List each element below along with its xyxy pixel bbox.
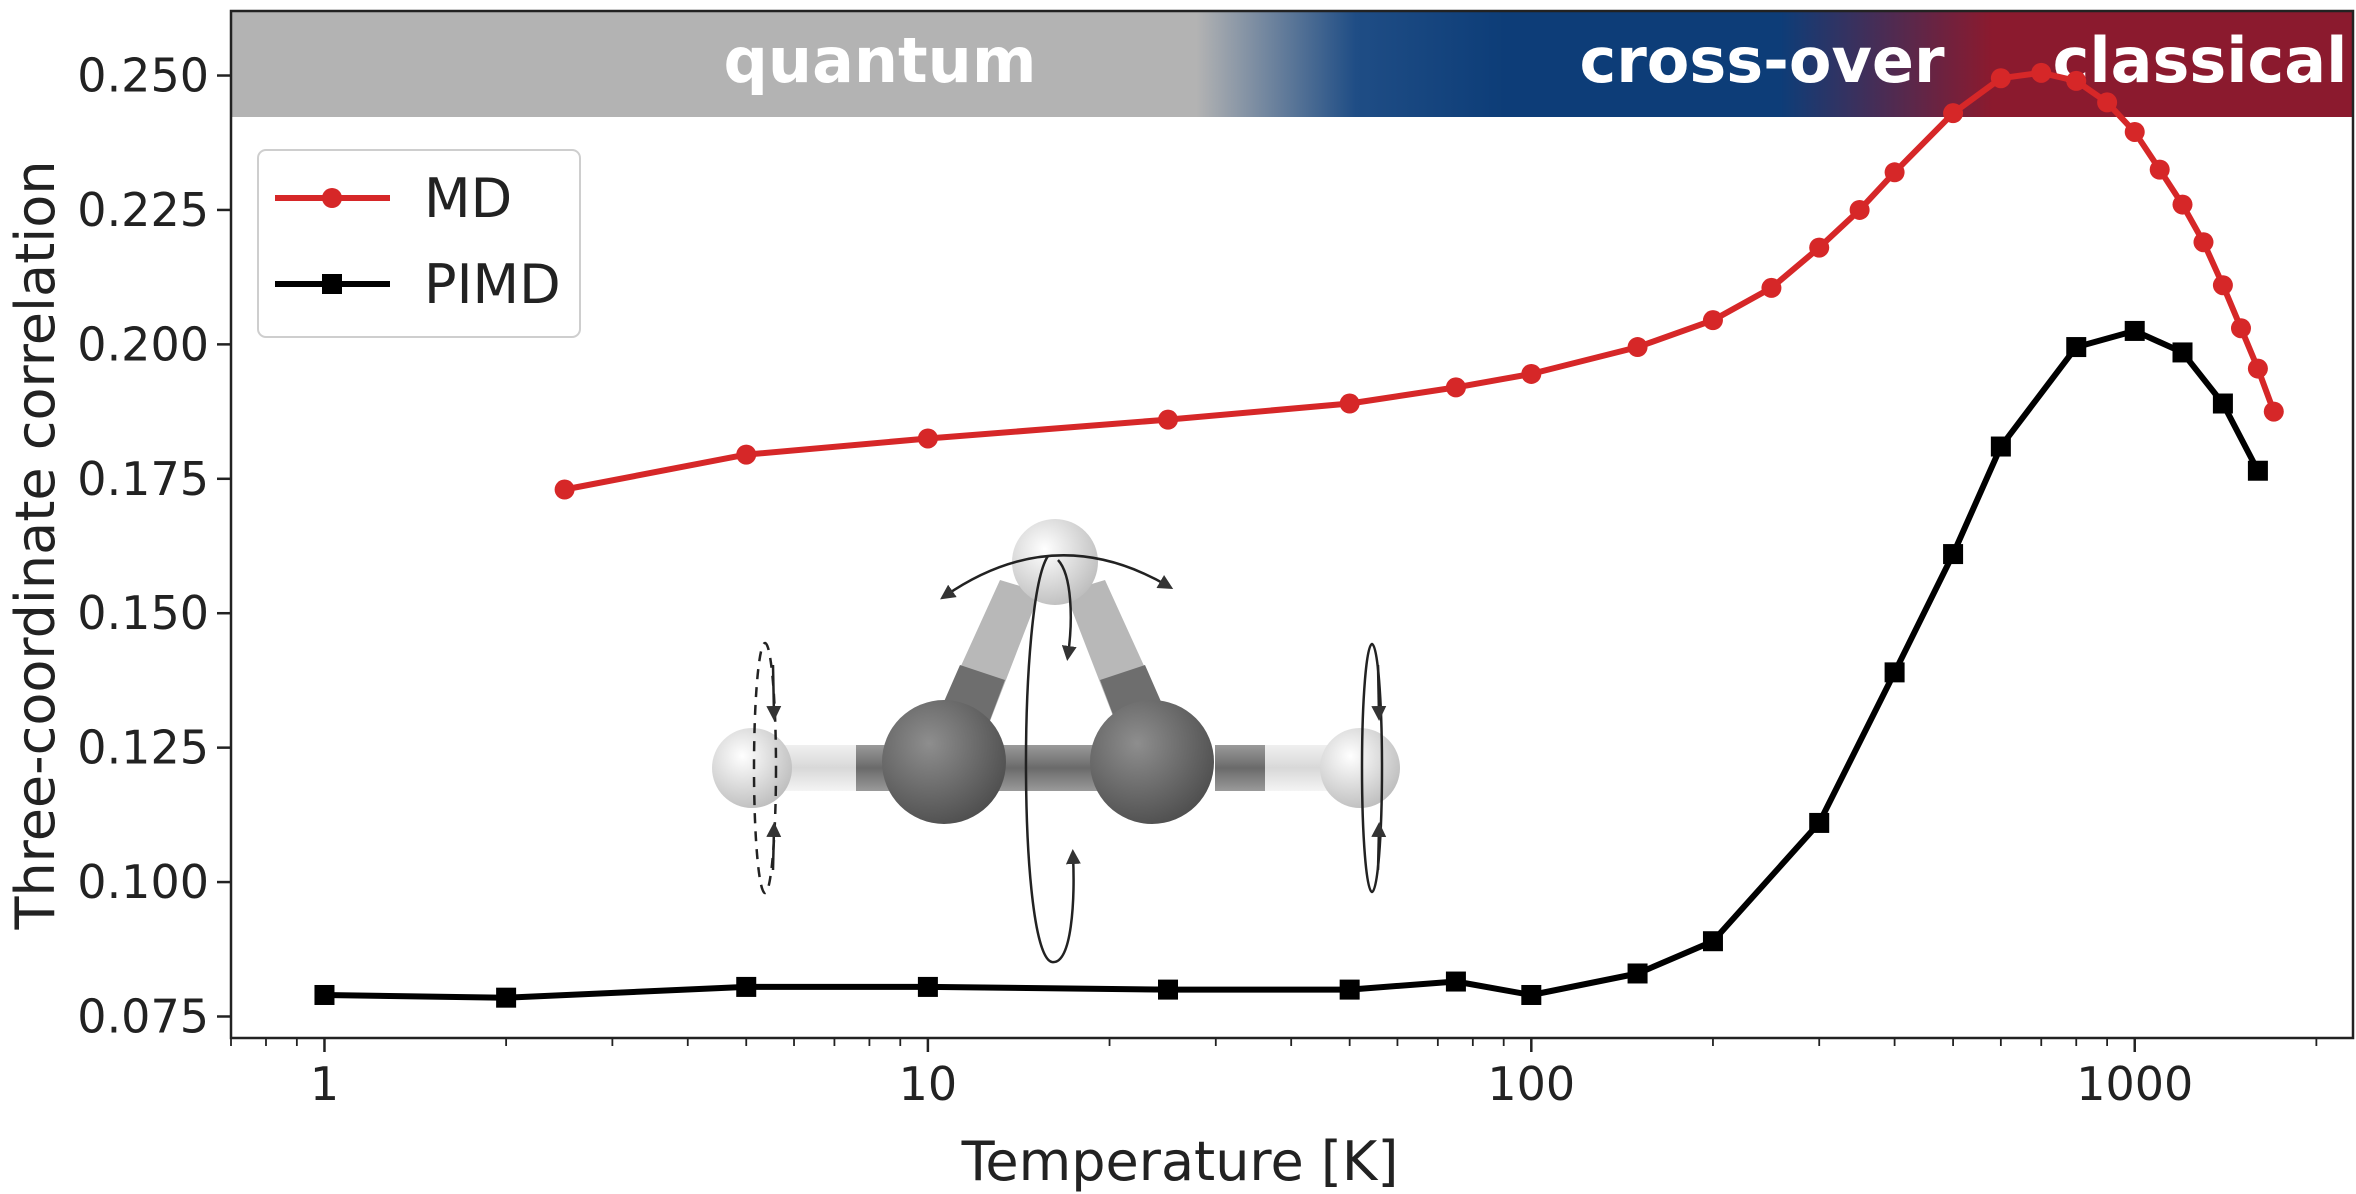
data-point-md xyxy=(2066,70,2087,91)
data-point-md xyxy=(1702,310,1723,331)
regime-label-quantum: quantum xyxy=(724,24,1037,97)
data-point-md xyxy=(1809,237,1830,258)
data-point-md xyxy=(2193,232,2214,253)
data-point-md xyxy=(2212,275,2233,296)
series-line-pimd xyxy=(324,327,2261,1001)
data-point-md xyxy=(1884,162,1905,183)
regime-label-classical: classical xyxy=(2053,24,2348,97)
data-point-pimd xyxy=(1702,931,1723,952)
data-point-pimd xyxy=(2212,393,2233,414)
x-axis-label: Temperature [K] xyxy=(961,1130,1399,1193)
series-md xyxy=(554,62,2284,500)
data-point-pimd xyxy=(1339,979,1360,1000)
y-tick-label: 0.075 xyxy=(77,989,209,1043)
x-tick-label: 100 xyxy=(1487,1057,1575,1111)
y-tick-label: 0.250 xyxy=(77,49,209,103)
y-tick-label: 0.150 xyxy=(77,586,209,640)
data-point-pimd xyxy=(917,976,938,997)
center-rotation-ellipse xyxy=(1024,555,1081,964)
data-point-pimd xyxy=(1943,544,1964,565)
top-swing-arrow xyxy=(940,554,1174,600)
data-point-pimd xyxy=(2247,460,2268,481)
data-point-md xyxy=(2124,121,2145,142)
data-point-md xyxy=(1943,103,1964,124)
legend-md-label: MD xyxy=(424,167,512,230)
data-point-pimd xyxy=(314,984,335,1005)
data-point-pimd xyxy=(1884,662,1905,683)
regime-band-fill xyxy=(231,11,2353,117)
data-point-md xyxy=(1521,363,1542,384)
data-point-md xyxy=(2172,194,2193,215)
regime-label-cross-over: cross-over xyxy=(1579,24,1945,97)
data-point-md xyxy=(1761,277,1782,298)
data-point-pimd xyxy=(1990,436,2011,457)
molecule-inset xyxy=(712,519,1400,964)
series-layer xyxy=(314,62,2284,1008)
data-point-md xyxy=(2149,159,2170,180)
data-point-md xyxy=(2263,401,2284,422)
data-point-md xyxy=(1849,199,1870,220)
y-tick-label: 0.125 xyxy=(77,721,209,775)
data-point-pimd xyxy=(1158,979,1179,1000)
data-point-pimd xyxy=(1521,984,1542,1005)
rotation-arrows xyxy=(752,554,1387,964)
legend: MD PIMD xyxy=(257,149,581,338)
molecule-bonds xyxy=(756,580,1370,791)
data-point-md xyxy=(2247,358,2268,379)
y-tick-label: 0.175 xyxy=(77,452,209,506)
y-tick-label: 0.225 xyxy=(77,183,209,237)
data-point-pimd xyxy=(1809,812,1830,833)
data-point-md xyxy=(736,444,757,465)
data-point-md xyxy=(1445,377,1466,398)
data-point-pimd xyxy=(2066,337,2087,358)
data-point-md xyxy=(1339,393,1360,414)
carbon-atom-left xyxy=(882,700,1006,824)
left-h-rotation xyxy=(752,641,778,895)
series-pimd xyxy=(314,320,2268,1008)
data-point-pimd xyxy=(1627,963,1648,984)
data-point-pimd xyxy=(2124,320,2145,341)
axes: 1 10 100 1000 0.075 0.100 0.125 0.150 0.175 0.200… xyxy=(77,49,2318,1111)
x-tick-label: 10 xyxy=(899,1057,958,1111)
x-tick-label: 1000 xyxy=(2076,1057,2193,1111)
data-point-md xyxy=(2230,318,2251,339)
data-point-md xyxy=(554,479,575,500)
y-tick-label: 0.200 xyxy=(77,317,209,371)
legend-pimd-label: PIMD xyxy=(424,253,561,316)
x-tick-label: 1 xyxy=(310,1057,339,1111)
hydrogen-atom-right xyxy=(1320,728,1400,808)
legend-md-marker xyxy=(322,188,342,208)
regime-band: quantum cross-over classical xyxy=(231,11,2353,117)
y-axis-label: Three-coordinate correlation xyxy=(4,160,67,930)
legend-pimd-marker xyxy=(322,274,342,294)
center-rotation-top-arrow xyxy=(1057,559,1077,661)
data-point-pimd xyxy=(496,987,517,1008)
y-tick-label: 0.100 xyxy=(77,855,209,909)
data-point-pimd xyxy=(736,976,757,997)
right-h-rotation xyxy=(1360,642,1384,894)
data-point-md xyxy=(917,428,938,449)
data-point-md xyxy=(1158,409,1179,430)
hydrogen-atom-top xyxy=(1012,519,1098,605)
data-point-md xyxy=(1627,337,1648,358)
data-point-md xyxy=(2031,62,2052,83)
data-point-md xyxy=(2097,92,2118,113)
carbon-atom-right xyxy=(1090,700,1214,824)
hydrogen-atom-left xyxy=(712,728,792,808)
data-point-pimd xyxy=(2172,342,2193,363)
data-point-md xyxy=(1990,68,2011,89)
data-point-pimd xyxy=(1445,971,1466,992)
